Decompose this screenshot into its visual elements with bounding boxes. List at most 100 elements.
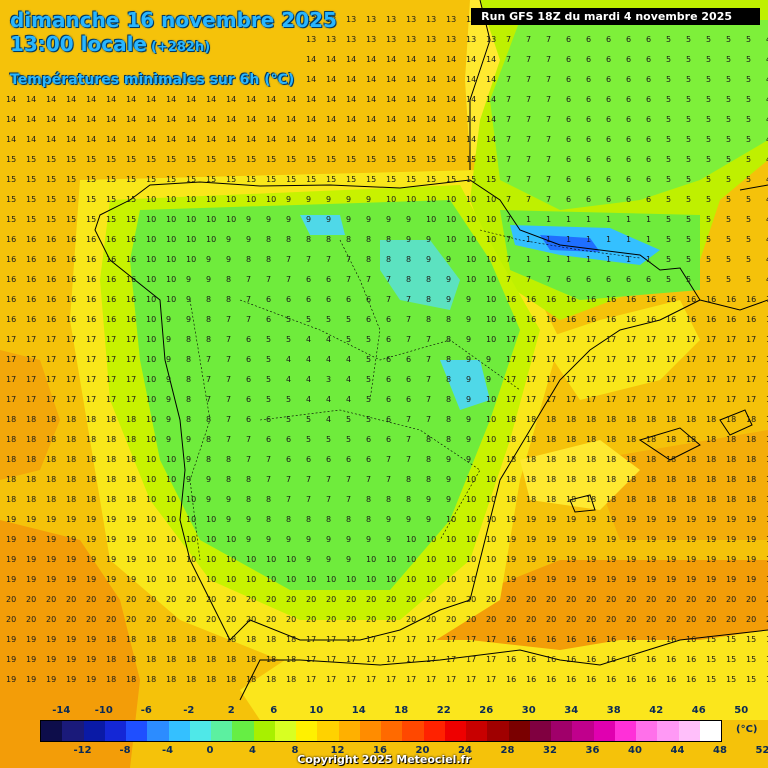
grid-value: 9 <box>326 535 331 544</box>
grid-value: 4 <box>766 75 768 84</box>
grid-value: 7 <box>226 415 231 424</box>
grid-value: 20 <box>426 615 436 624</box>
grid-value: 18 <box>546 435 556 444</box>
grid-value: 15 <box>46 175 56 184</box>
grid-value: 5 <box>286 395 291 404</box>
legend-top-label: 2 <box>227 705 235 716</box>
grid-value: 14 <box>26 135 36 144</box>
grid-value: 14 <box>346 135 356 144</box>
grid-value: 19 <box>6 655 16 664</box>
grid-value: 18 <box>246 655 256 664</box>
grid-value: 14 <box>306 75 316 84</box>
grid-value: 14 <box>346 55 356 64</box>
grid-value: 19 <box>686 555 696 564</box>
grid-value: 1 <box>526 215 531 224</box>
legend-bottom-label: 20 <box>415 745 430 756</box>
grid-value: 18 <box>286 675 296 684</box>
legend-top-label: 14 <box>351 705 366 716</box>
grid-value: 20 <box>286 615 296 624</box>
grid-value: 19 <box>706 555 716 564</box>
grid-value: 18 <box>686 455 696 464</box>
grid-value: 7 <box>226 375 231 384</box>
grid-value: 10 <box>166 535 176 544</box>
grid-value: 14 <box>306 115 316 124</box>
grid-value: 16 <box>6 315 16 324</box>
grid-value: 15 <box>226 155 236 164</box>
grid-value: 19 <box>86 675 96 684</box>
grid-value: 17 <box>746 335 756 344</box>
grid-value: 17 <box>486 655 496 664</box>
grid-value: 19 <box>566 535 576 544</box>
grid-value: 1 <box>626 255 631 264</box>
grid-value: 19 <box>526 575 536 584</box>
grid-value: 19 <box>26 515 36 524</box>
grid-value: 7 <box>266 475 271 484</box>
grid-value: 4 <box>766 235 768 244</box>
grid-value: 13 <box>366 15 376 24</box>
grid-value: 9 <box>166 335 171 344</box>
grid-value: 17 <box>586 335 596 344</box>
grid-value: 15 <box>726 675 736 684</box>
grid-value: 9 <box>466 315 471 324</box>
legend-top-label: 10 <box>309 705 324 716</box>
grid-value: 18 <box>746 435 756 444</box>
grid-value: 13 <box>306 15 316 24</box>
grid-value: 14 <box>166 135 176 144</box>
grid-value: 7 <box>506 95 511 104</box>
grid-value: 16 <box>526 635 536 644</box>
grid-value: 19 <box>626 535 636 544</box>
grid-value: 16 <box>26 235 36 244</box>
grid-value: 19 <box>126 555 136 564</box>
grid-value: 16 <box>566 315 576 324</box>
grid-value: 10 <box>426 215 436 224</box>
grid-value: 19 <box>6 575 16 584</box>
legend-top-label: 38 <box>606 705 621 716</box>
grid-value: 5 <box>726 135 731 144</box>
grid-value: 6 <box>606 95 611 104</box>
grid-value: 7 <box>526 95 531 104</box>
grid-value: 19 <box>666 575 676 584</box>
grid-value: 15 <box>66 215 76 224</box>
grid-value: 10 <box>146 375 156 384</box>
grid-value: 6 <box>386 395 391 404</box>
grid-value: 19 <box>666 515 676 524</box>
orange-zone-e <box>590 430 768 540</box>
grid-value: 20 <box>766 595 768 604</box>
grid-value: 20 <box>666 615 676 624</box>
grid-value: 20 <box>466 615 476 624</box>
grid-value: 17 <box>306 655 316 664</box>
grid-value: 15 <box>166 175 176 184</box>
grid-value: 10 <box>426 195 436 204</box>
grid-value: 6 <box>626 175 631 184</box>
grid-value: 16 <box>706 295 716 304</box>
grid-value: 14 <box>406 135 416 144</box>
grid-value: 19 <box>46 575 56 584</box>
grid-value: 20 <box>6 615 16 624</box>
grid-value: 10 <box>246 575 256 584</box>
grid-value: 6 <box>626 95 631 104</box>
grid-value: 17 <box>686 375 696 384</box>
grid-value: 9 <box>486 375 491 384</box>
grid-value: 8 <box>286 235 291 244</box>
grid-value: 20 <box>106 615 116 624</box>
grid-value: 6 <box>306 295 311 304</box>
grid-value: 20 <box>726 595 736 604</box>
grid-value: 16 <box>646 675 656 684</box>
grid-value: 7 <box>266 275 271 284</box>
cyan-spot-1 <box>380 240 460 310</box>
grid-value: 9 <box>406 235 411 244</box>
grid-value: 17 <box>546 375 556 384</box>
legend-bottom-label: 12 <box>330 745 345 756</box>
grid-value: 5 <box>686 135 691 144</box>
grid-value: 16 <box>566 295 576 304</box>
grid-value: 20 <box>546 615 556 624</box>
grid-value: 18 <box>226 655 236 664</box>
grid-value: 18 <box>566 455 576 464</box>
grid-value: 5 <box>746 175 751 184</box>
grid-value: 17 <box>586 395 596 404</box>
grid-value: 15 <box>226 175 236 184</box>
grid-value: 5 <box>346 315 351 324</box>
legend-swatch <box>551 721 573 741</box>
grid-value: 19 <box>646 575 656 584</box>
grid-value: 18 <box>66 455 76 464</box>
